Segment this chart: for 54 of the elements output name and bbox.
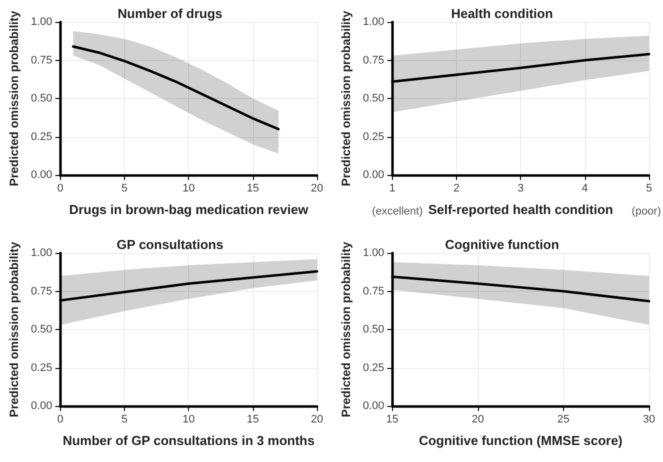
x-tick-label: 5: [121, 414, 128, 426]
x-tick-label: 20: [310, 182, 324, 194]
x-tick-label: 4: [582, 182, 588, 194]
y-tick-label: 0.50: [362, 92, 384, 104]
x-tick-label: 5: [121, 182, 128, 194]
x-axis-title: Cognitive function (MMSE score): [418, 433, 622, 448]
y-tick-label: 0.75: [30, 54, 52, 66]
y-tick-label: 0.00: [30, 400, 52, 412]
y-tick-label: 0.50: [30, 324, 52, 336]
x-tick-label: 1: [389, 182, 396, 194]
y-tick-label: 1.00: [30, 16, 52, 28]
x-tick-label: 25: [557, 414, 570, 426]
y-tick-label: 0.75: [362, 285, 384, 298]
chart-title: Cognitive function: [444, 237, 560, 252]
text: (excellent): [372, 206, 423, 218]
y-tick-label: 0.75: [30, 285, 52, 298]
line-series: [72, 45, 280, 130]
x-tick-label: 0: [57, 182, 64, 194]
y-axis-title: Predicted omission probability: [339, 241, 353, 418]
chart-title: Health condition: [451, 6, 553, 21]
y-tick-label: 1.00: [30, 247, 52, 259]
x-axis-title: Number of GP consultations in 3 months: [62, 433, 315, 448]
x-tick-label: 20: [310, 414, 324, 426]
y-tick-label: 0.50: [362, 324, 384, 336]
y-tick-label: 0.00: [362, 400, 384, 412]
y-axis-title: Predicted omission probability: [339, 10, 353, 186]
x-tick-label: 15: [246, 182, 259, 194]
y-tick-label: 0.25: [30, 362, 52, 374]
y-tick-label: 0.25: [362, 362, 384, 374]
x-tick-label: 10: [182, 182, 195, 194]
x-tick-label: 10: [182, 414, 195, 426]
x-tick-label: 5: [646, 182, 652, 194]
y-axis-title: Predicted omission probability: [7, 241, 21, 418]
x-tick-label: 15: [246, 414, 259, 426]
y-tick-label: 0.25: [362, 130, 384, 143]
chart-title: GP consultations: [116, 237, 224, 252]
x-tick-label: 3: [518, 182, 524, 194]
y-tick-label: 1.00: [362, 247, 384, 259]
y-tick-label: 0.25: [30, 130, 52, 143]
y-axis-title: Predicted omission probability: [7, 10, 21, 186]
y-tick-label: 0.50: [30, 92, 52, 104]
x-axis-title: Self-reported health condition: [428, 202, 614, 217]
x-tick-label: 30: [642, 414, 656, 426]
y-tick-label: 0.00: [362, 169, 384, 181]
x-tick-label: 2: [453, 182, 460, 194]
x-tick-label: 15: [386, 414, 398, 426]
y-tick-label: 0.75: [362, 54, 384, 66]
y-tick-label: 1.00: [362, 16, 384, 28]
x-tick-label: 0: [57, 414, 64, 426]
text: (poor): [632, 206, 661, 218]
chart-title: Number of drugs: [118, 6, 222, 21]
x-axis-title: Drugs in brown-bag medication review: [69, 202, 310, 217]
y-tick-label: 0.00: [30, 169, 52, 181]
x-tick-label: 20: [472, 414, 484, 426]
